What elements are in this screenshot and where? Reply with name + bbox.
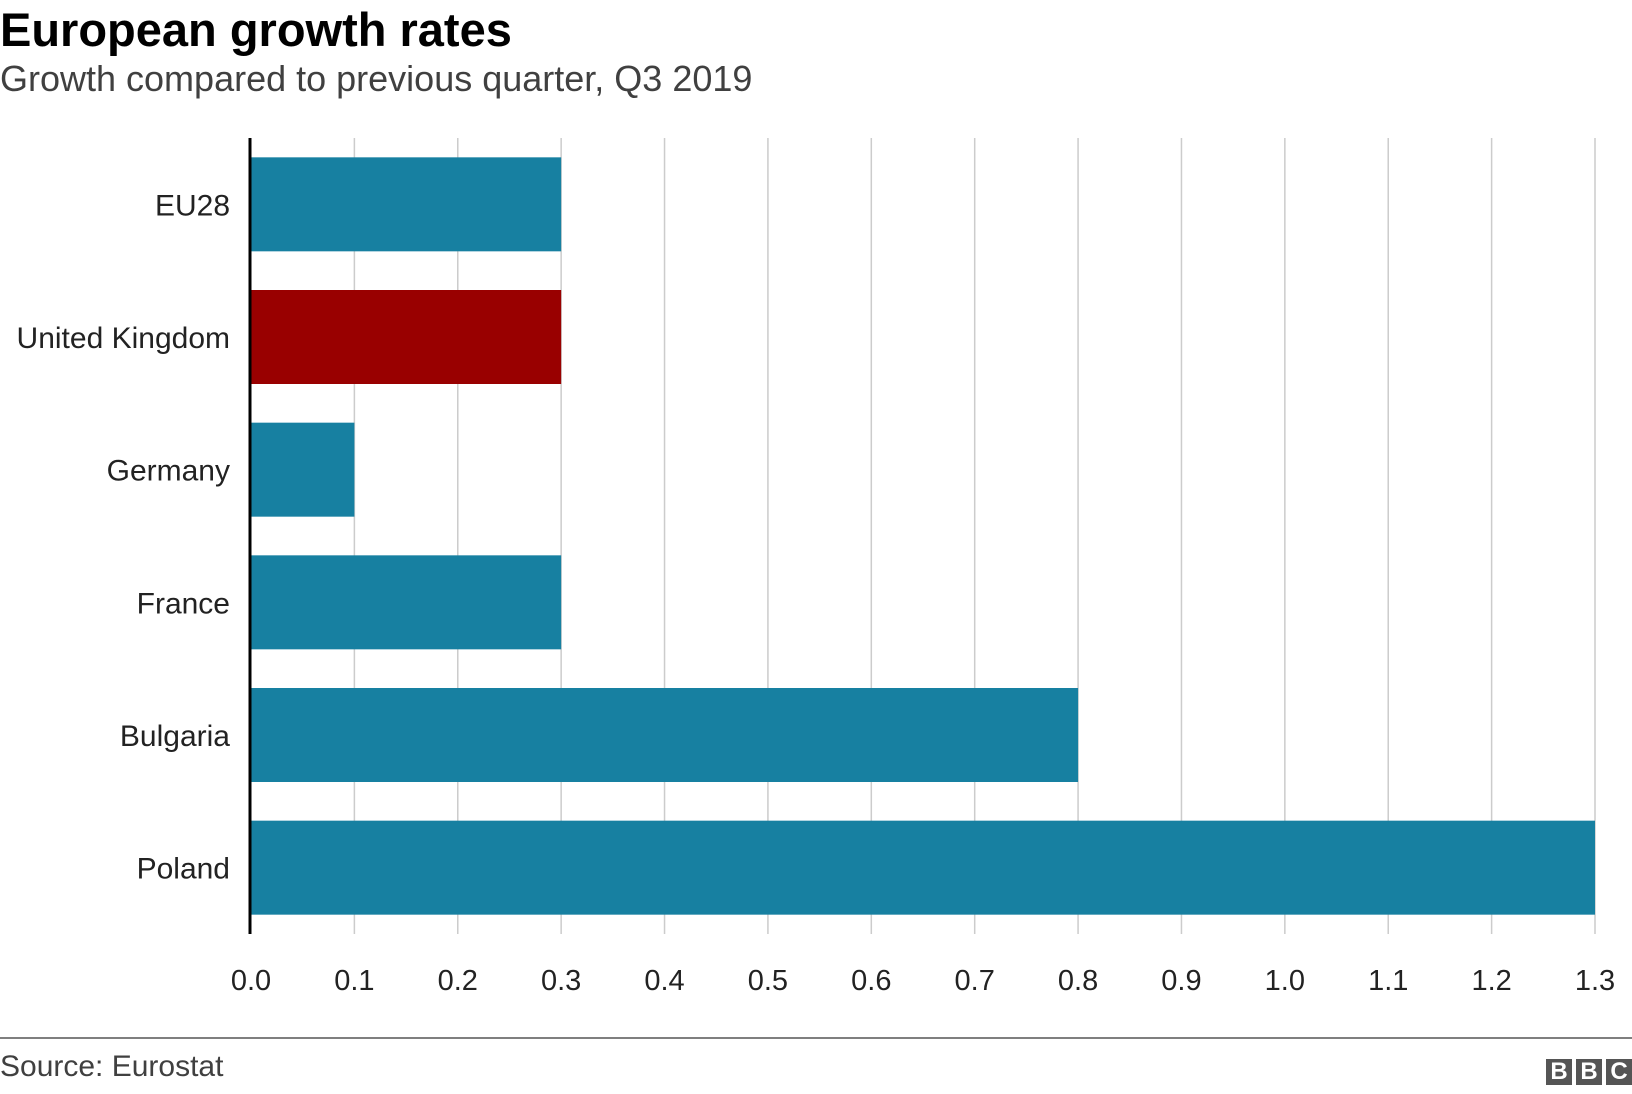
logo-letter-c: C [1606,1059,1632,1085]
category-label-bulgaria: Bulgaria [120,720,230,753]
category-label-united-kingdom: United Kingdom [17,322,230,355]
bar-france [251,555,562,650]
x-tick-label-0.2: 0.2 [438,965,478,997]
bar-united-kingdom [251,290,562,384]
bbc-logo: B B C [1546,1059,1632,1085]
bar-chart: 0.0 0.1 0.2 0.3 0.4 0.5 0.6 0.7 0.8 0.9 1.0 1.1 1.2 1… [17,138,1615,997]
x-tick-label-0.8: 0.8 [1058,965,1098,997]
bar-germany [251,422,355,517]
x-tick-label-0.7: 0.7 [955,965,995,997]
x-tick-label-0.4: 0.4 [644,965,684,997]
footer-divider [0,1037,1632,1039]
x-tick-label-1.3: 1.3 [1575,965,1615,997]
chart-subtitle: Growth compared to previous quarter, Q3 … [0,58,753,99]
x-tick-label-0.3: 0.3 [541,965,581,997]
logo-letter-b2: B [1576,1059,1602,1085]
x-tick-label-0.1: 0.1 [334,965,374,997]
logo-letter-b1: B [1546,1059,1572,1085]
category-label-france: France [137,587,230,620]
source-note: Source: Eurostat [0,1050,224,1083]
category-label-germany: Germany [107,455,230,488]
category-label-poland: Poland [137,853,230,886]
bar-eu28 [251,157,562,252]
x-tick-label-0.5: 0.5 [748,965,788,997]
x-tick-label-0.9: 0.9 [1161,965,1201,997]
x-tick-label-1.0: 1.0 [1265,965,1305,997]
x-tick-label-0.6: 0.6 [851,965,891,997]
x-tick-label-1.2: 1.2 [1471,965,1511,997]
bar-poland [251,820,1595,915]
bar-bulgaria [251,688,1079,782]
x-tick-label-1.1: 1.1 [1368,965,1408,997]
x-tick-label-0.0: 0.0 [231,965,271,997]
category-label-eu28: EU28 [155,189,230,222]
chart-title: European growth rates [0,3,512,56]
